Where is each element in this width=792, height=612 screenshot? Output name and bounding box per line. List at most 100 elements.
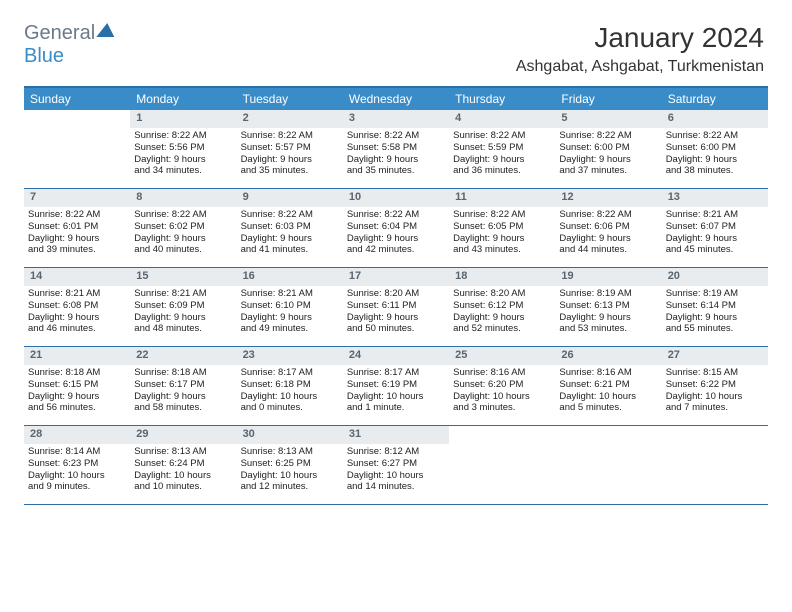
sunrise-text: Sunrise: 8:22 AM [130, 130, 236, 142]
day-cell: 24Sunrise: 8:17 AMSunset: 6:19 PMDayligh… [343, 347, 449, 425]
sunset-text: Sunset: 6:17 PM [130, 379, 236, 391]
sunrise-text: Sunrise: 8:21 AM [24, 288, 130, 300]
sunrise-text: Sunrise: 8:22 AM [237, 130, 343, 142]
daylight-text: and 53 minutes. [555, 323, 661, 335]
daylight-text: and 0 minutes. [237, 402, 343, 414]
day-cell: 25Sunrise: 8:16 AMSunset: 6:20 PMDayligh… [449, 347, 555, 425]
weekday-header: Saturday [662, 88, 768, 110]
daylight-text: and 42 minutes. [343, 244, 449, 256]
day-number: 19 [555, 268, 661, 286]
sunset-text: Sunset: 6:00 PM [555, 142, 661, 154]
sunset-text: Sunset: 5:57 PM [237, 142, 343, 154]
day-cell: 2 Sunrise: 8:22 AMSunset: 5:57 PMDaylight… [237, 110, 343, 188]
daylight-text: Daylight: 10 hours [24, 470, 130, 482]
day-cell: 7Sunrise: 8:22 AMSunset: 6:01 PMDaylight… [24, 189, 130, 267]
weekday-header: Thursday [449, 88, 555, 110]
day-number: 10 [343, 189, 449, 207]
daylight-text: and 58 minutes. [130, 402, 236, 414]
day-cell: 18Sunrise: 8:20 AMSunset: 6:12 PMDayligh… [449, 268, 555, 346]
daylight-text: and 39 minutes. [24, 244, 130, 256]
day-number: 30 [237, 426, 343, 444]
week-row: 1Sunrise: 8:22 AMSunset: 5:56 PMDaylight… [24, 110, 768, 189]
day-number: 2 [237, 110, 343, 128]
sunrise-text: Sunrise: 8:22 AM [343, 130, 449, 142]
daylight-text: Daylight: 9 hours [237, 312, 343, 324]
day-cell: 22Sunrise: 8:18 AMSunset: 6:17 PMDayligh… [130, 347, 236, 425]
week-row: 21Sunrise: 8:18 AMSunset: 6:15 PMDayligh… [24, 347, 768, 426]
daylight-text: and 7 minutes. [662, 402, 768, 414]
daylight-text: and 12 minutes. [237, 481, 343, 493]
daylight-text: Daylight: 9 hours [662, 233, 768, 245]
daylight-text: Daylight: 9 hours [24, 312, 130, 324]
sunset-text: Sunset: 6:03 PM [237, 221, 343, 233]
day-number: 13 [662, 189, 768, 207]
sunrise-text: Sunrise: 8:19 AM [555, 288, 661, 300]
sunset-text: Sunset: 6:00 PM [662, 142, 768, 154]
daylight-text: Daylight: 9 hours [449, 233, 555, 245]
day-number [662, 426, 768, 444]
day-number: 26 [555, 347, 661, 365]
sunrise-text: Sunrise: 8:22 AM [555, 130, 661, 142]
weekday-header: Tuesday [237, 88, 343, 110]
day-cell: 29Sunrise: 8:13 AMSunset: 6:24 PMDayligh… [130, 426, 236, 504]
day-cell [662, 426, 768, 504]
daylight-text: Daylight: 9 hours [237, 154, 343, 166]
day-cell: 17Sunrise: 8:20 AMSunset: 6:11 PMDayligh… [343, 268, 449, 346]
day-cell: 8Sunrise: 8:22 AMSunset: 6:02 PMDaylight… [130, 189, 236, 267]
day-cell: 27Sunrise: 8:15 AMSunset: 6:22 PMDayligh… [662, 347, 768, 425]
sunset-text: Sunset: 6:22 PM [662, 379, 768, 391]
day-cell: 30Sunrise: 8:13 AMSunset: 6:25 PMDayligh… [237, 426, 343, 504]
day-number: 18 [449, 268, 555, 286]
day-cell: 16Sunrise: 8:21 AMSunset: 6:10 PMDayligh… [237, 268, 343, 346]
brand-logo: General Blue [24, 22, 115, 68]
sunset-text: Sunset: 6:24 PM [130, 458, 236, 470]
daylight-text: and 49 minutes. [237, 323, 343, 335]
day-number: 20 [662, 268, 768, 286]
sunset-text: Sunset: 6:15 PM [24, 379, 130, 391]
daylight-text: Daylight: 10 hours [555, 391, 661, 403]
sunset-text: Sunset: 6:21 PM [555, 379, 661, 391]
daylight-text: Daylight: 10 hours [449, 391, 555, 403]
weekday-header: Friday [555, 88, 661, 110]
day-cell: 28Sunrise: 8:14 AMSunset: 6:23 PMDayligh… [24, 426, 130, 504]
day-number: 28 [24, 426, 130, 444]
day-cell [555, 426, 661, 504]
daylight-text: and 56 minutes. [24, 402, 130, 414]
daylight-text: Daylight: 9 hours [237, 233, 343, 245]
daylight-text: and 44 minutes. [555, 244, 661, 256]
day-cell: 20Sunrise: 8:19 AMSunset: 6:14 PMDayligh… [662, 268, 768, 346]
weekday-header: Wednesday [343, 88, 449, 110]
day-cell: 14Sunrise: 8:21 AMSunset: 6:08 PMDayligh… [24, 268, 130, 346]
day-number: 29 [130, 426, 236, 444]
daylight-text: Daylight: 10 hours [237, 470, 343, 482]
day-number: 3 [343, 110, 449, 128]
day-cell: 6Sunrise: 8:22 AMSunset: 6:00 PMDaylight… [662, 110, 768, 188]
sunset-text: Sunset: 6:05 PM [449, 221, 555, 233]
daylight-text: Daylight: 10 hours [662, 391, 768, 403]
week-row: 28Sunrise: 8:14 AMSunset: 6:23 PMDayligh… [24, 426, 768, 505]
day-number: 23 [237, 347, 343, 365]
day-number: 6 [662, 110, 768, 128]
daylight-text: Daylight: 9 hours [130, 154, 236, 166]
sunrise-text: Sunrise: 8:22 AM [237, 209, 343, 221]
day-number: 16 [237, 268, 343, 286]
day-number [24, 110, 130, 128]
sunset-text: Sunset: 6:23 PM [24, 458, 130, 470]
sunrise-text: Sunrise: 8:22 AM [343, 209, 449, 221]
daylight-text: Daylight: 9 hours [24, 233, 130, 245]
daylight-text: and 14 minutes. [343, 481, 449, 493]
daylight-text: and 37 minutes. [555, 165, 661, 177]
day-number: 24 [343, 347, 449, 365]
daylight-text: and 41 minutes. [237, 244, 343, 256]
day-number: 21 [24, 347, 130, 365]
day-number [449, 426, 555, 444]
daylight-text: Daylight: 9 hours [555, 154, 661, 166]
day-cell: 19Sunrise: 8:19 AMSunset: 6:13 PMDayligh… [555, 268, 661, 346]
day-cell: 5Sunrise: 8:22 AMSunset: 6:00 PMDaylight… [555, 110, 661, 188]
daylight-text: Daylight: 9 hours [24, 391, 130, 403]
brand-part2: Blue [24, 45, 64, 67]
day-number: 15 [130, 268, 236, 286]
sunrise-text: Sunrise: 8:22 AM [130, 209, 236, 221]
brand-part1: General [24, 22, 95, 44]
sunrise-text: Sunrise: 8:18 AM [24, 367, 130, 379]
